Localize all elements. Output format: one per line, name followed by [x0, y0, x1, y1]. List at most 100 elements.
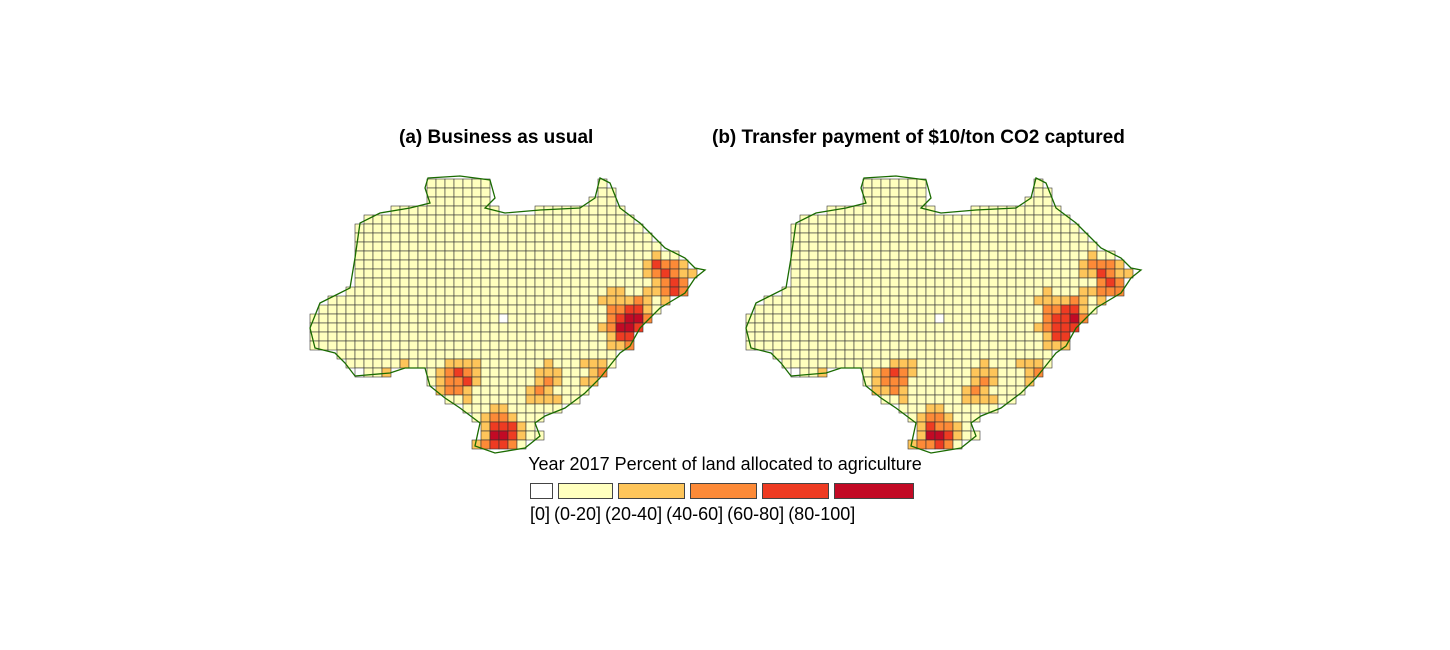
grid-cell [880, 304, 891, 315]
grid-cell [516, 412, 527, 423]
grid-cell [934, 430, 945, 441]
grid-cell [489, 421, 500, 432]
grid-cell [642, 241, 653, 252]
grid-cell [399, 241, 410, 252]
grid-cell [444, 304, 455, 315]
grid-cell [579, 340, 590, 351]
grid-cell [588, 331, 599, 342]
grid-cell [826, 322, 837, 333]
grid-cell [1033, 286, 1044, 297]
grid-cell [462, 268, 473, 279]
grid-cell [507, 367, 518, 378]
grid-cell [597, 358, 608, 369]
grid-cell [997, 295, 1008, 306]
grid-cell [417, 331, 428, 342]
grid-cell [844, 214, 855, 225]
grid-cell [1015, 340, 1026, 351]
grid-cell [498, 403, 509, 414]
grid-cell [1069, 286, 1080, 297]
grid-cell [889, 250, 900, 261]
grid-cell [925, 259, 936, 270]
grid-cell [1069, 313, 1080, 324]
legend-swatches [530, 483, 919, 499]
grid-cell [444, 385, 455, 396]
grid-cell [1006, 304, 1017, 315]
grid-cell [772, 313, 783, 324]
grid-cell [363, 232, 374, 243]
grid-cell [453, 376, 464, 387]
grid-cell [408, 358, 419, 369]
grid-cell [525, 268, 536, 279]
grid-cell [570, 268, 581, 279]
grid-cell [552, 322, 563, 333]
grid-cell [871, 232, 882, 243]
grid-cell [988, 223, 999, 234]
grid-cell [817, 322, 828, 333]
grid-cell [543, 340, 554, 351]
grid-cell [399, 358, 410, 369]
grid-cell [1042, 268, 1053, 279]
grid-cell [889, 385, 900, 396]
grid-cell [489, 376, 500, 387]
grid-cell [507, 385, 518, 396]
grid-cell [943, 358, 954, 369]
grid-cell [808, 304, 819, 315]
grid-cell [534, 349, 545, 360]
grid-cell [543, 277, 554, 288]
grid-cell [561, 349, 572, 360]
grid-cell [552, 376, 563, 387]
grid-cell [633, 268, 644, 279]
grid-cell [1024, 232, 1035, 243]
grid-cell [534, 268, 545, 279]
grid-cell [435, 268, 446, 279]
grid-cell [642, 304, 653, 315]
grid-cell [979, 322, 990, 333]
grid-cell [435, 232, 446, 243]
grid-cell [435, 250, 446, 261]
grid-cell [835, 232, 846, 243]
grid-cell [525, 394, 536, 405]
grid-cell [579, 286, 590, 297]
grid-cell [1015, 277, 1026, 288]
grid-cell [372, 277, 383, 288]
grid-cell [372, 286, 383, 297]
grid-cell [606, 313, 617, 324]
grid-cell [453, 178, 464, 189]
grid-cell [997, 376, 1008, 387]
grid-cell [1015, 286, 1026, 297]
grid-cell [651, 250, 662, 261]
grid-cell [534, 250, 545, 261]
grid-cell [1024, 304, 1035, 315]
grid-cell [790, 286, 801, 297]
grid-cell [570, 205, 581, 216]
grid-cell [952, 286, 963, 297]
grid-cell [1078, 313, 1089, 324]
grid-cell [570, 358, 581, 369]
grid-cell [381, 340, 392, 351]
grid-cell [853, 223, 864, 234]
grid-cell [561, 394, 572, 405]
grid-cell [642, 259, 653, 270]
grid-cell [516, 421, 527, 432]
grid-cell [880, 376, 891, 387]
grid-cell [399, 313, 410, 324]
grid-cell [426, 340, 437, 351]
grid-cell [1051, 241, 1062, 252]
grid-cell [979, 367, 990, 378]
grid-cell [354, 331, 365, 342]
grid-cell [489, 385, 500, 396]
grid-cell [453, 196, 464, 207]
grid-cell [997, 286, 1008, 297]
grid-cell [925, 385, 936, 396]
grid-cell [817, 295, 828, 306]
grid-cell [561, 322, 572, 333]
grid-cell [817, 304, 828, 315]
grid-cell [606, 250, 617, 261]
grid-cell [597, 349, 608, 360]
grid-cell [588, 304, 599, 315]
grid-cell [934, 358, 945, 369]
grid-cell [1033, 322, 1044, 333]
grid-cell [543, 205, 554, 216]
grid-cell [471, 259, 482, 270]
grid-cell [561, 340, 572, 351]
